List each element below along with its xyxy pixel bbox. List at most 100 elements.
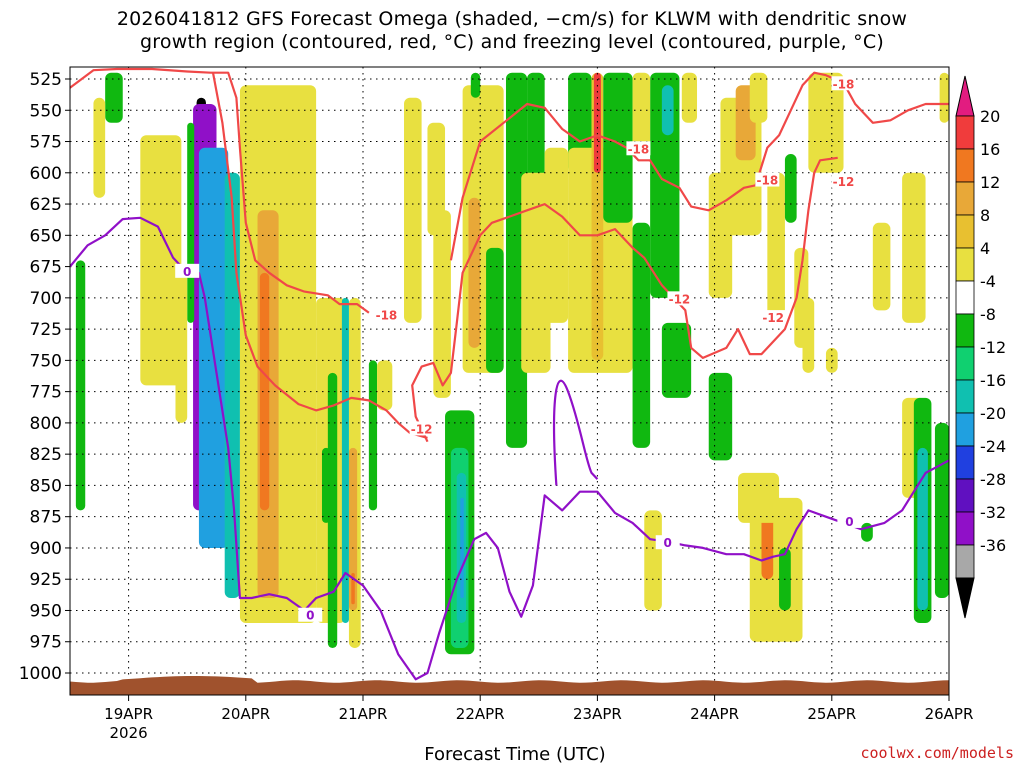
dgz-contour-label-bg [831,173,856,188]
y-tick-label: 650 [30,226,62,246]
colorbar-label: -36 [980,536,1006,555]
terrain-band [70,676,949,695]
colorbar-segment [955,511,975,546]
colorbar-segment [955,214,975,249]
omega-patch [187,122,195,323]
freezing-level-label: 0 [664,536,672,550]
colorbar-bottom-triangle [955,577,975,619]
y-tick-label: 800 [30,414,62,434]
colorbar-label: -12 [980,338,1006,357]
x-tick-label: 26APR [925,705,974,723]
omega-patch [917,447,928,611]
dgz-contour-label-bg [409,421,434,436]
x-axis-label: Forecast Time (UTC) [424,744,606,765]
colorbar-segment [955,280,975,315]
colorbar-label: 20 [980,107,1000,126]
omega-patch [661,85,674,136]
freezing-level-line [70,216,949,681]
dgz-contour-label: -18 [628,142,650,156]
colorbar-label: 8 [980,206,990,225]
omega-patch [377,360,393,411]
omega-patch [460,497,464,598]
dgz-contour-label: -12 [411,422,433,436]
x-tick-label: 23APR [573,705,622,723]
y-tick-label: 900 [30,539,62,559]
dgz-contour-label: -12 [833,175,855,189]
title-line-1: 2026041812 GFS Forecast Omega (shaded, −… [116,8,908,30]
colorbar-label: -32 [980,503,1006,522]
dgz-contour-line [70,67,370,314]
omega-patch [368,360,378,511]
colorbar-segment [955,478,975,513]
dgz-contour-label: -18 [376,309,398,323]
colorbar-segment [955,346,975,381]
omega-patch [808,72,844,173]
colorbar-segment [955,313,975,348]
colorbar-segment [955,379,975,414]
colorbar-segment [955,181,975,216]
omega-patch [348,447,358,611]
y-tick-label: 925 [30,570,62,590]
contour-labels: -18 -12 -12 -12 -12 -18 -18 -18 0 0 0 0 [175,76,862,623]
omega-patch [749,72,768,123]
y-tick-label: 625 [30,195,62,215]
x-tick-label: 19APR [104,705,153,723]
title-line-2: growth region (contoured, red, °C) and f… [140,31,884,53]
colorbar-segment [955,412,975,447]
freezing-level-label-bg [837,513,862,528]
dgz-contour-line [411,156,838,443]
omega-patch [105,72,123,123]
freezing-level-label-bg [655,535,680,550]
colorbar-label: -4 [980,272,996,291]
colorbar-segment [955,445,975,480]
omega-patch [486,247,504,373]
x-tick-label: 20APR [221,705,270,723]
y-tick-label: 725 [30,320,62,340]
omega-patch [708,372,733,461]
omega-patch [934,422,949,598]
omega-patch [341,297,349,623]
dgz-contour-label-bg [831,76,856,91]
freezing-level-label-bg [175,263,200,278]
dgz-contour-label: -12 [669,292,691,306]
y-tick-label: 600 [30,164,62,184]
dgz-contour-label: -18 [833,77,855,91]
y-tick-label: 875 [30,508,62,528]
x-tick-label: 22APR [456,705,505,723]
omega-patch [404,97,422,323]
freezing-level-label: 0 [306,609,314,623]
contour-lines [70,67,949,681]
dgz-contour-label: -18 [756,174,778,188]
colorbar-label: -8 [980,305,996,324]
colorbar-label: -28 [980,470,1006,489]
dgz-contour-line [211,72,428,439]
grid-lines [70,67,950,695]
credit-link[interactable]: coolwx.com/models [860,744,1014,762]
dgz-contour-label: -12 [762,311,784,325]
colorbar-label: 4 [980,239,990,258]
x-tick-label: 25APR [807,705,856,723]
chart-title: 2026041812 GFS Forecast Omega (shaded, −… [0,8,1024,54]
dgz-contour-label-bg [374,307,399,322]
y-tick-label: 775 [30,383,62,403]
colorbar: 20 16 12 8 4 -4 -8 -12 -16 -20 -24 -28 -32 -36 [955,75,1006,619]
y-tick-label: 950 [30,601,62,621]
x-tick-label: 21APR [339,705,388,723]
freezing-level-label: 0 [845,515,853,529]
omega-patch [681,72,698,123]
omega-shading [75,72,949,655]
omega-patch [468,197,481,348]
omega-patch [224,172,240,598]
omega-patch [351,572,355,605]
colorbar-label: -16 [980,371,1006,390]
dgz-contour-label-bg [755,172,780,187]
freezing-level-label: 0 [183,265,191,279]
y-tick-label: 750 [30,351,62,371]
plot-frame [69,66,950,696]
omega-patch [738,472,780,523]
x-tick-label: 24APR [690,705,739,723]
y-tick-label: 975 [30,633,62,653]
colorbar-label: -20 [980,404,1006,423]
y-tick-label: 825 [30,445,62,465]
